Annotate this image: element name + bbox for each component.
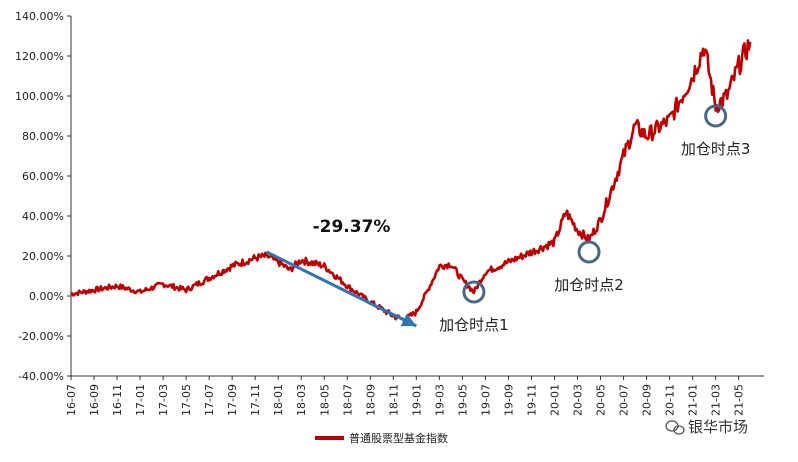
x-tick-label: 19-01 — [410, 384, 423, 416]
x-tick-label: 20-03 — [572, 384, 585, 416]
x-tick-label: 19-03 — [433, 384, 446, 416]
y-tick-label: 40.00% — [22, 210, 64, 223]
x-tick-label: 17-09 — [226, 384, 239, 416]
x-tick-label: 17-03 — [157, 384, 170, 416]
x-tick-label: 17-07 — [203, 384, 216, 416]
trend-arrow-line — [266, 250, 418, 328]
wechat-icon — [665, 420, 685, 435]
add-position-marker — [704, 104, 728, 128]
y-tick-label: 80.00% — [22, 130, 64, 143]
watermark: 银华市场 — [665, 418, 748, 436]
x-tick-label: 18-03 — [295, 384, 308, 416]
annotation-layer: -29.37% 加仓时点1 加仓时点2 加仓时点3 — [313, 104, 751, 334]
trend-arrow-layer — [266, 250, 418, 328]
y-tick-label: 60.00% — [22, 170, 64, 183]
series-line — [70, 39, 752, 324]
x-tick-label: 16-11 — [111, 384, 124, 416]
x-tick-label: 20-09 — [641, 384, 654, 416]
x-tick-label: 18-05 — [318, 384, 331, 416]
y-axis: 140.00% 120.00% 100.00% 80.00% 60.00% 40.00% 2… — [15, 10, 72, 383]
x-tick-label: 17-11 — [249, 384, 262, 416]
y-tick-label: 0.00% — [29, 290, 64, 303]
add-position-label: 加仓时点3 — [681, 140, 751, 158]
x-tick-label: 20-05 — [595, 384, 608, 416]
legend: 普通股票型基金指数 — [315, 431, 448, 445]
x-tick-label: 21-01 — [687, 384, 700, 416]
drawdown-label: -29.37% — [313, 217, 391, 237]
x-tick-label: 21-05 — [733, 384, 746, 416]
x-tick-label: 20-07 — [618, 384, 631, 416]
y-tick-label: 140.00% — [15, 10, 64, 23]
x-tick-label: 18-11 — [387, 384, 400, 416]
add-position-label: 加仓时点2 — [554, 276, 624, 294]
y-tick-label: 120.00% — [15, 50, 64, 63]
y-tick-label: 20.00% — [22, 250, 64, 263]
x-tick-label: 19-11 — [525, 384, 538, 416]
add-position-marker — [462, 280, 486, 304]
x-tick-label: 19-09 — [502, 384, 515, 416]
x-tick-label: 17-01 — [134, 384, 147, 416]
x-tick-label: 20-01 — [548, 384, 561, 416]
x-tick-label: 20-11 — [664, 384, 677, 416]
x-axis: 16-07 16-09 16-11 17-01 17-03 17-05 17-07 17-09… — [65, 375, 764, 416]
x-tick-label: 18-01 — [272, 384, 285, 416]
y-tick-label: 100.00% — [15, 90, 64, 103]
x-tick-label: 18-09 — [364, 384, 377, 416]
x-tick-label: 18-07 — [341, 384, 354, 416]
y-tick-label: -40.00% — [18, 370, 64, 383]
watermark-text: 银华市场 — [688, 418, 748, 436]
trend-arrow-head — [400, 313, 417, 327]
x-tick-label: 21-03 — [710, 384, 723, 416]
x-tick-label: 19-07 — [479, 384, 492, 416]
legend-label: 普通股票型基金指数 — [349, 431, 448, 445]
x-tick-label: 17-05 — [180, 384, 193, 416]
y-tick-label: -20.00% — [18, 330, 64, 343]
add-position-label: 加仓时点1 — [439, 316, 509, 334]
x-tick-label: 16-07 — [65, 384, 78, 416]
add-position-marker — [577, 240, 601, 264]
x-tick-label: 16-09 — [88, 384, 101, 416]
x-tick-label: 19-05 — [456, 384, 469, 416]
series-layer — [70, 39, 752, 324]
